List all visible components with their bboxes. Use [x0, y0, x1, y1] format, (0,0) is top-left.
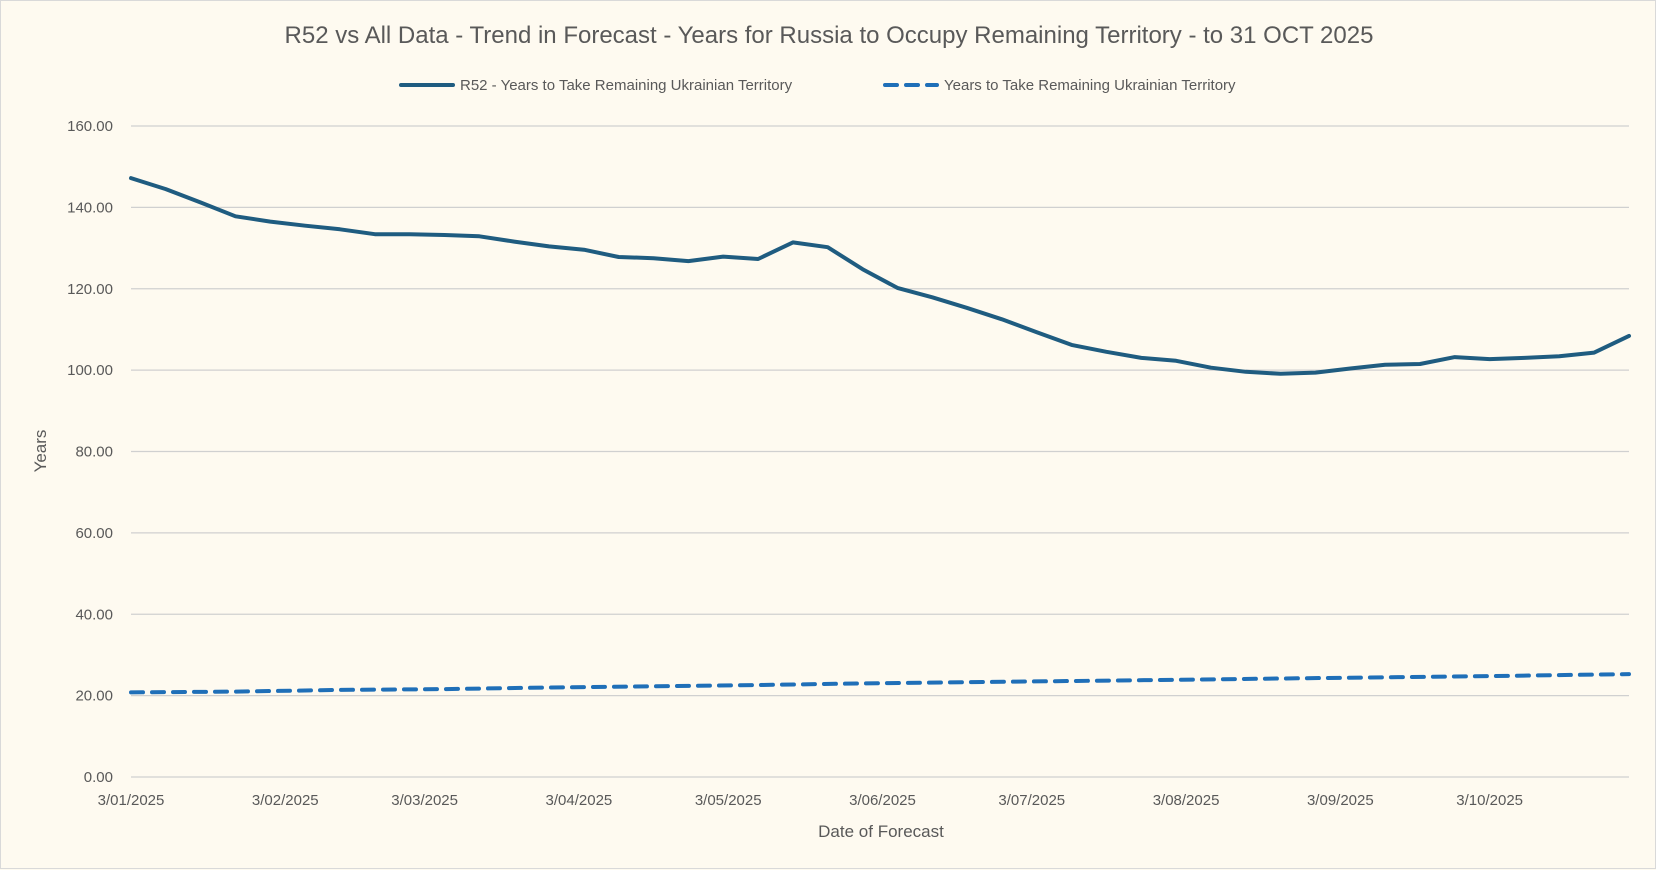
series-line-r52: [129, 176, 1631, 376]
y-tick-label: 100.00: [67, 362, 113, 379]
x-axis-ticks: 3/01/2025 3/02/2025 3/03/2025 3/04/2025 3/05…: [98, 792, 1523, 809]
x-tick-label: 3/08/2025: [1153, 792, 1220, 809]
grid-lines: [131, 125, 1629, 778]
x-tick-label: 3/02/2025: [252, 792, 319, 809]
legend-label-r52: R52 - Years to Take Remaining Ukrainian …: [460, 77, 793, 94]
y-axis-title: Years: [31, 430, 50, 473]
x-tick-label: 3/07/2025: [998, 792, 1065, 809]
x-tick-label: 3/05/2025: [695, 792, 762, 809]
y-tick-label: 160.00: [67, 118, 113, 135]
y-axis-ticks: 0.00 20.00 40.00 60.00 80.00 100.00 120.00 140.…: [67, 118, 113, 786]
y-tick-label: 80.00: [75, 444, 113, 461]
x-tick-label: 3/06/2025: [849, 792, 916, 809]
y-tick-label: 120.00: [67, 281, 113, 298]
legend: R52 - Years to Take Remaining Ukrainian …: [399, 77, 1236, 94]
x-tick-label: 3/10/2025: [1456, 792, 1523, 809]
series-line-all-data: [129, 672, 1631, 695]
x-tick-label: 3/03/2025: [391, 792, 458, 809]
y-tick-label: 60.00: [75, 525, 113, 542]
x-tick-label: 3/01/2025: [98, 792, 165, 809]
y-tick-label: 40.00: [75, 606, 113, 623]
x-tick-label: 3/04/2025: [546, 792, 613, 809]
y-tick-label: 0.00: [84, 769, 113, 786]
series-layer: [129, 176, 1631, 695]
x-tick-label: 3/09/2025: [1307, 792, 1374, 809]
y-tick-label: 140.00: [67, 199, 113, 216]
x-axis-title: Date of Forecast: [818, 822, 944, 841]
y-tick-label: 20.00: [75, 688, 113, 705]
chart-title: R52 vs All Data - Trend in Forecast - Ye…: [285, 22, 1374, 49]
legend-label-all-data: Years to Take Remaining Ukrainian Territ…: [944, 77, 1236, 94]
